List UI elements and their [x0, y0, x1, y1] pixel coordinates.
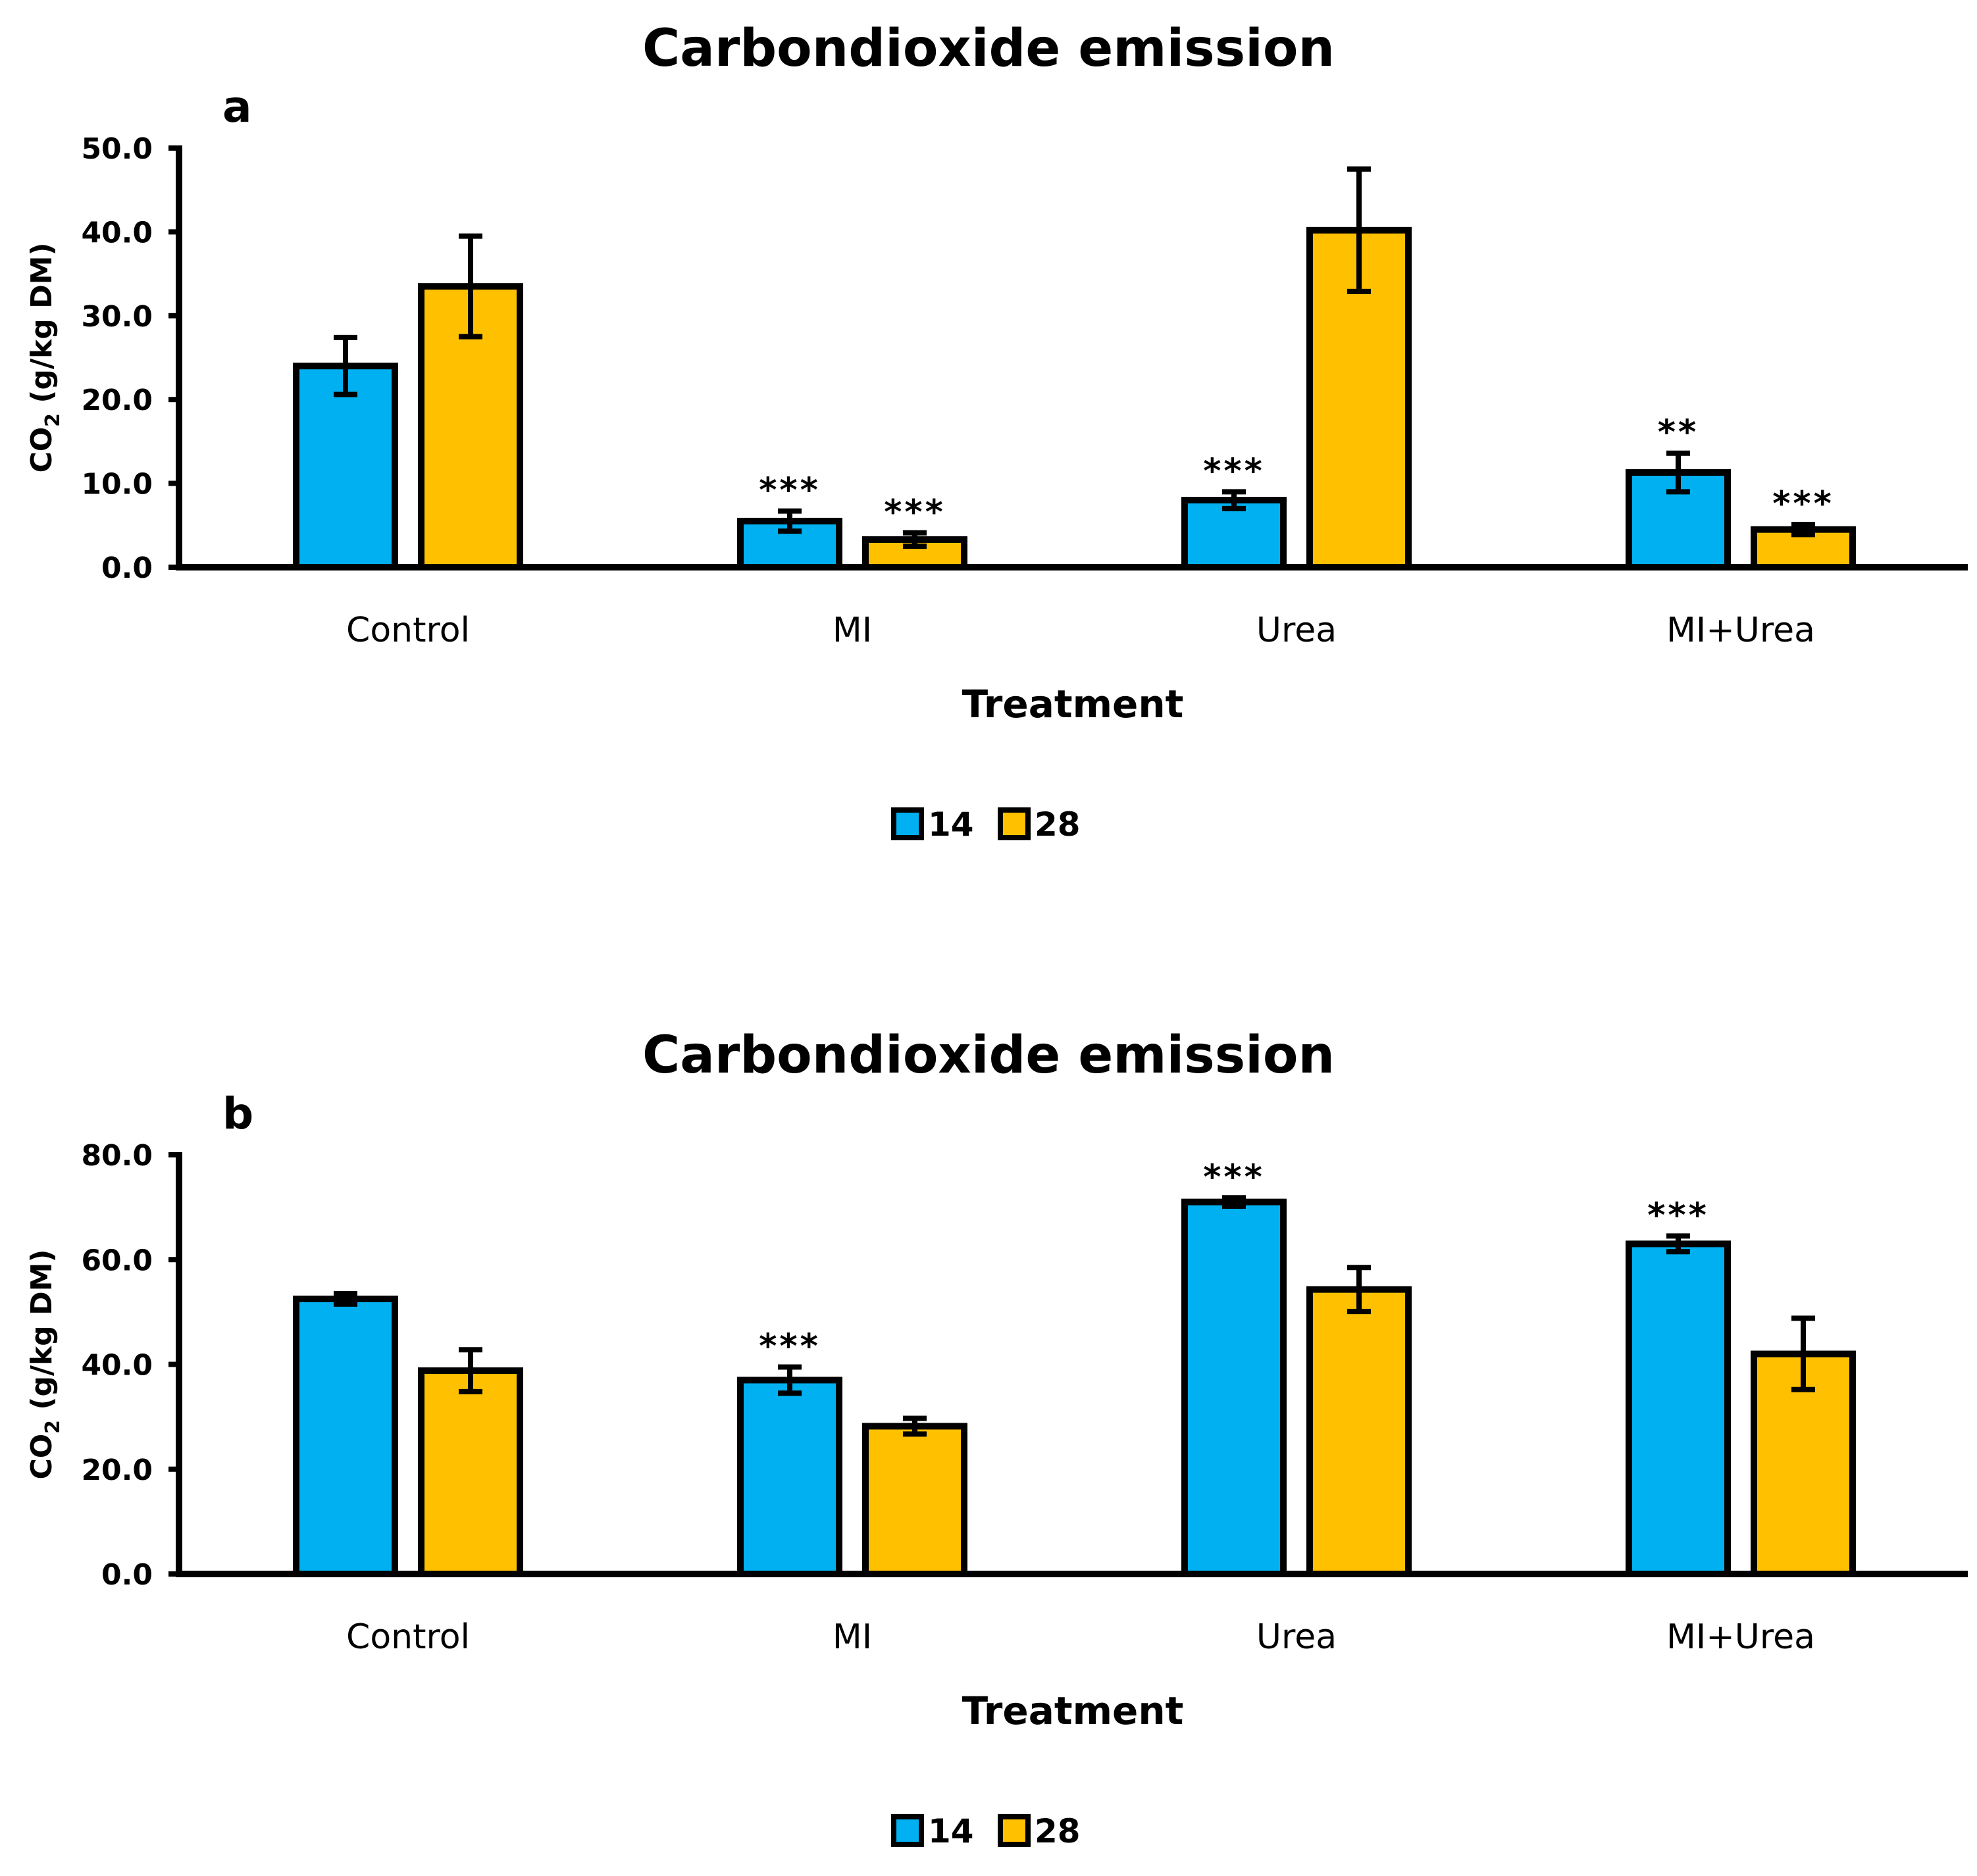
chart-title: Carbondioxide emission [642, 1026, 1335, 1085]
bar-Control-14 [293, 1295, 398, 1577]
chart-panel-b: Carbondioxide emission b *** *** *** 0.0 20.0 4… [25, 1026, 1968, 1850]
significance-marker: *** [884, 493, 946, 532]
x-category-label: Control [346, 611, 470, 650]
x-category-label: MI+Urea [1666, 1617, 1815, 1657]
x-axis-label: Treatment [962, 1688, 1184, 1733]
x-category-label: MI [833, 1617, 872, 1657]
bar-Control-28 [418, 1367, 523, 1577]
y-tick-label: 40.0 [81, 216, 153, 249]
x-category-label: Urea [1256, 611, 1337, 650]
y-label-subscript: 2 [41, 413, 64, 427]
y-label-subscript: 2 [41, 1420, 64, 1434]
y-tick-label: 50.0 [81, 132, 153, 166]
y-axis-label: CO2 (g/kg DM) [25, 242, 64, 472]
panel-label: b [222, 1088, 253, 1139]
legend-label-14: 14 [928, 805, 974, 844]
y-tick-label: 20.0 [81, 1454, 153, 1487]
legend-swatch-28 [998, 1814, 1031, 1847]
x-category-label: Control [346, 1617, 470, 1657]
y-tick-label: 10.0 [81, 468, 153, 501]
y-label-suffix: (g/kg DM) [25, 242, 59, 413]
y-tick-label: 80.0 [81, 1139, 153, 1173]
y-label-prefix: CO [25, 427, 59, 473]
significance-marker: *** [1203, 451, 1265, 491]
bar-MI-28 [862, 1423, 967, 1578]
y-label-suffix: (g/kg DM) [25, 1249, 59, 1420]
x-category-label: MI+Urea [1666, 611, 1815, 650]
y-tick-label: 30.0 [81, 300, 153, 334]
y-axis-label: CO2 (g/kg DM) [25, 1249, 64, 1479]
significance-marker: *** [1772, 484, 1834, 524]
bar-Urea-14 [1181, 497, 1287, 571]
y-tick-label: 60.0 [81, 1244, 153, 1277]
bar-MI-14 [737, 1377, 842, 1577]
significance-marker: *** [1203, 1157, 1265, 1197]
significance-marker: ** [1658, 413, 1699, 453]
legend-swatch-28 [998, 807, 1031, 840]
y-tick-label: 20.0 [81, 384, 153, 417]
panel-label: a [222, 82, 252, 132]
x-category-label: Urea [1256, 1617, 1337, 1657]
legend-swatch-14 [891, 807, 924, 840]
bar-MI+Urea-14 [1626, 1240, 1731, 1578]
bar-Urea-28 [1306, 1286, 1412, 1577]
significance-marker: *** [759, 1327, 821, 1366]
y-tick-label: 0.0 [101, 1558, 153, 1592]
significance-marker: *** [759, 471, 821, 511]
legend-swatch-14 [891, 1814, 924, 1847]
y-tick-label: 0.0 [101, 551, 153, 585]
x-category-label: MI [833, 611, 872, 650]
significance-marker: *** [1647, 1196, 1709, 1235]
legend-label-28: 28 [1035, 1812, 1081, 1850]
x-axis-label: Treatment [962, 682, 1184, 726]
y-label-prefix: CO [25, 1434, 59, 1480]
bar-Urea-14 [1181, 1198, 1287, 1577]
chart-title: Carbondioxide emission [642, 19, 1335, 78]
y-tick-label: 40.0 [81, 1349, 153, 1382]
legend-label-14: 14 [928, 1812, 974, 1850]
legend-label-28: 28 [1035, 805, 1081, 844]
